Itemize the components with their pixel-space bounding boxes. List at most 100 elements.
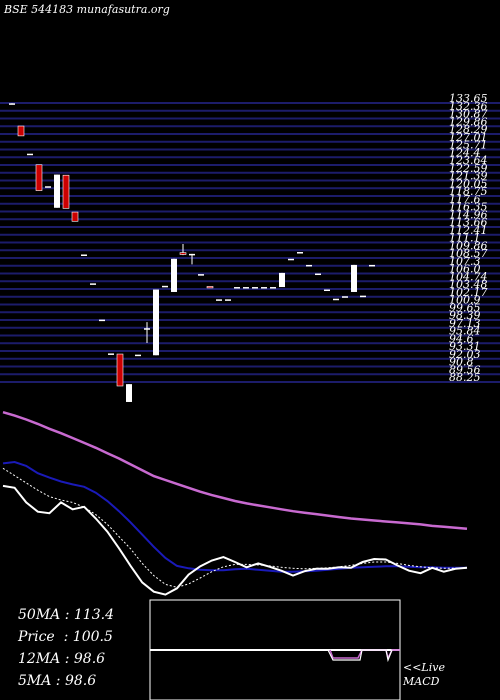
ma-long-line: [2, 411, 468, 531]
y-axis-labels: 133.65132.36130.87129.86128.29127.01125.…: [449, 92, 488, 384]
y-tick-label: 89.56: [449, 363, 481, 376]
y-tick-label: 116.35: [449, 201, 488, 214]
y-tick-label: 106.0: [449, 263, 481, 276]
candle-body: [261, 287, 267, 289]
candle-body: [369, 264, 375, 267]
candle-body: [342, 296, 348, 298]
y-tick-label: 88.25: [449, 371, 481, 384]
y-tick-label: 107.3: [449, 255, 481, 268]
y-tick-label: 113.66: [449, 216, 488, 229]
candle-body: [35, 164, 43, 191]
y-tick-label: 130.87: [449, 108, 488, 121]
candle-body: [62, 174, 70, 209]
stats-panel: 50MA : 113.4 Price : 100.5 12MA : 98.6 5…: [18, 604, 114, 692]
candle-body: [243, 287, 249, 289]
candle-body: [108, 353, 114, 355]
candle-body: [71, 211, 79, 222]
candle-body: [189, 253, 195, 256]
stat-value: 98.6: [73, 651, 106, 667]
y-tick-label: 92.03: [449, 348, 481, 361]
candle-body: [216, 299, 222, 301]
candle-body: [90, 283, 96, 285]
stat-12ma: 12MA : 98.6: [18, 651, 106, 667]
y-tick-label: 90.8: [449, 356, 474, 369]
candle-body: [333, 298, 339, 301]
candle-body: [27, 153, 33, 156]
stat-label: 50MA: [18, 607, 61, 623]
stat-5ma: 5MA : 98.6: [18, 673, 97, 689]
stat-price: Price : 100.5: [18, 629, 113, 645]
stat-value: 100.5: [72, 629, 113, 645]
chart-header: BSE 544183 munafasutra.org: [4, 3, 170, 16]
live-link[interactable]: <<Live: [403, 661, 445, 674]
candle-body: [126, 384, 132, 402]
candle-body: [81, 254, 87, 256]
candle-body: [9, 103, 15, 105]
y-tick-label: 127.01: [449, 131, 488, 144]
exchange-label: BSE: [4, 3, 28, 16]
y-tick-label: 111.1: [449, 232, 481, 245]
candle-body: [54, 174, 60, 208]
candle-body: [360, 295, 366, 298]
candle-body: [171, 258, 177, 292]
y-tick-label: 125.71: [449, 139, 488, 152]
candle-body: [279, 272, 285, 288]
y-tick-label: 103.48: [449, 278, 488, 291]
candle-body: [225, 299, 231, 301]
y-tick-label: 122.59: [449, 162, 488, 175]
y-tick-label: 109.86: [449, 239, 488, 252]
y-tick-label: 123.64: [449, 154, 488, 167]
stat-value: 113.4: [73, 607, 114, 623]
candle-body: [198, 274, 204, 276]
candle-body: [234, 287, 240, 289]
candle-body: [179, 252, 187, 255]
y-tick-label: 108.57: [449, 247, 488, 260]
stat-50ma: 50MA : 113.4: [18, 607, 114, 623]
y-tick-label: 121.39: [449, 170, 488, 183]
y-tick-label: 120.05: [449, 177, 488, 190]
candle-body: [206, 286, 214, 289]
macd-line-dip: [327, 649, 393, 663]
ma-short-line: [2, 484, 468, 596]
candle-body: [288, 258, 294, 261]
site-name: munafasutra.org: [76, 3, 170, 16]
candle-body: [252, 287, 258, 289]
y-tick-label: 94.6: [449, 332, 474, 345]
ma-mid-line: [2, 460, 467, 573]
y-tick-label: 97.13: [449, 317, 481, 330]
y-tick-label: 93.31: [449, 340, 481, 353]
candle-body: [351, 264, 357, 292]
y-tick-label: 99.65: [449, 301, 481, 314]
candle-body: [135, 354, 141, 357]
price-grid: [0, 102, 500, 383]
y-tick-label: 128.29: [449, 123, 488, 136]
stat-value: 98.6: [64, 673, 97, 689]
stock-code: 544183: [31, 3, 74, 16]
candle-body: [315, 273, 321, 276]
candle-body: [45, 186, 51, 188]
y-tick-label: 133.65: [449, 92, 488, 105]
candle-body: [153, 289, 159, 356]
y-tick-label: 100.9: [449, 294, 481, 307]
candles: [9, 103, 375, 402]
stat-label: 12MA: [18, 651, 61, 667]
stat-label: Price: [18, 629, 55, 645]
moving-averages: [2, 411, 468, 596]
y-tick-label: 104.74: [449, 270, 488, 283]
y-tick-label: 124.4: [449, 146, 481, 159]
y-tick-label: 129.86: [449, 115, 488, 128]
candle-body: [306, 264, 312, 267]
stat-label: 5MA: [18, 673, 52, 689]
candle-body: [297, 252, 303, 254]
candle-body: [270, 287, 276, 289]
candle-body: [324, 289, 330, 292]
candle-body: [99, 319, 105, 322]
y-tick-label: 98.39: [449, 309, 481, 322]
candle-body: [17, 125, 25, 137]
y-tick-label: 112.41: [449, 224, 488, 237]
y-tick-label: 95.84: [449, 325, 481, 338]
candle-body: [116, 353, 124, 387]
live-macd-label: <<Live MACD: [403, 661, 445, 689]
y-tick-label: 118.75: [449, 185, 488, 198]
